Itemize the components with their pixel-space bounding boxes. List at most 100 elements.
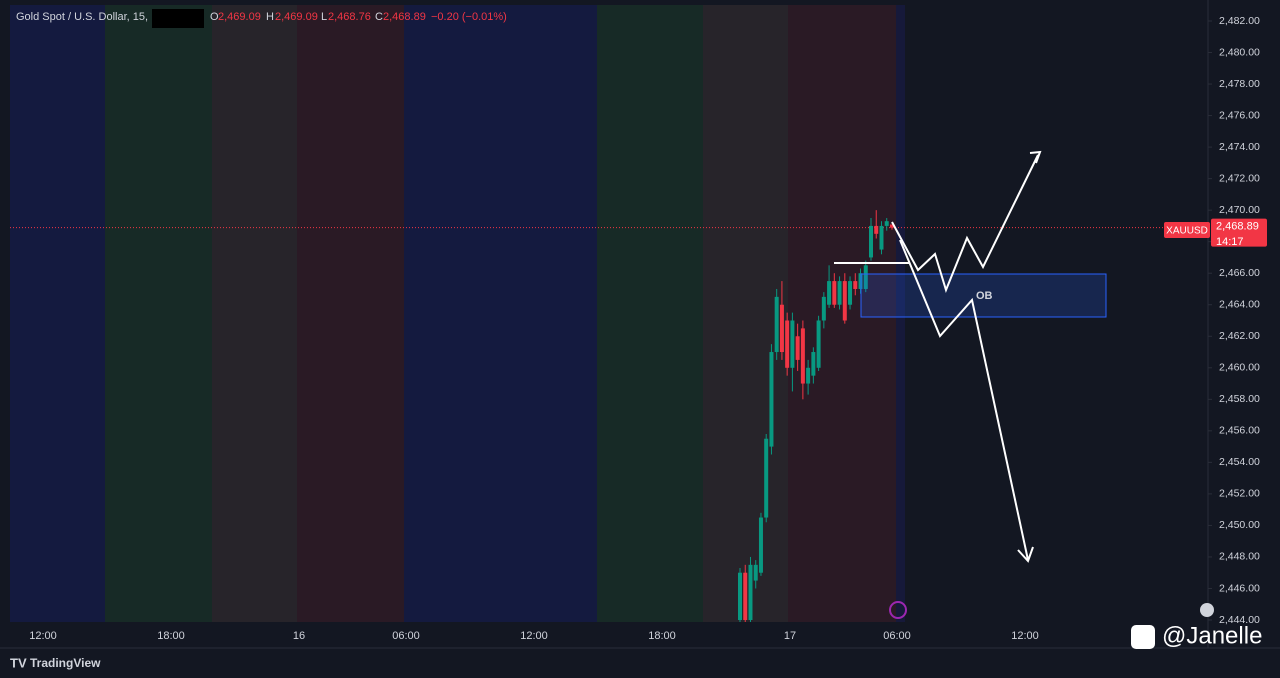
y-tick-label: 2,482.00 — [1219, 15, 1260, 27]
band — [212, 5, 297, 622]
arrow-head — [1017, 546, 1034, 563]
band — [896, 5, 905, 622]
lightning-icon[interactable] — [889, 601, 907, 619]
candle-body — [795, 336, 800, 360]
watermark: @Janelle — [1162, 622, 1262, 649]
band — [10, 5, 105, 622]
x-tick-label: 12:00 — [1011, 630, 1039, 642]
x-tick-label: 06:00 — [392, 630, 420, 642]
candle-body — [848, 281, 853, 305]
candle-body — [879, 225, 884, 250]
band — [297, 5, 404, 622]
tv-logo: TV — [10, 655, 27, 670]
candle-body — [874, 225, 879, 234]
candle-body — [748, 564, 753, 620]
header: Gold Spot / U.S. Dollar, 15, O 2,469.09 … — [16, 9, 507, 28]
candle-body — [827, 281, 832, 305]
y-tick-label: 2,466.00 — [1219, 267, 1260, 279]
open: 2,469.09 — [218, 11, 261, 23]
y-tick-label: 2,480.00 — [1219, 46, 1260, 58]
y-tick-label: 2,456.00 — [1219, 425, 1260, 437]
o-label: O — [210, 11, 219, 23]
footer: TradingView — [30, 656, 101, 670]
candle-body — [785, 320, 790, 368]
x-tick-label: 18:00 — [648, 630, 676, 642]
high: 2,469.09 — [275, 11, 318, 23]
y-tick-label: 2,450.00 — [1219, 519, 1260, 531]
change: −0.20 (−0.01%) — [431, 11, 507, 23]
band — [404, 5, 597, 622]
badge-price: 2,468.89 — [1216, 221, 1259, 233]
y-tick-label: 2,446.00 — [1219, 582, 1260, 594]
fb-icon — [1131, 625, 1155, 649]
candle-body — [811, 352, 816, 376]
symbol-badge — [1164, 222, 1210, 238]
symbol: Gold Spot / U.S. Dollar, 15, — [16, 11, 148, 23]
band — [597, 5, 703, 622]
y-tick-label: 2,464.00 — [1219, 299, 1260, 311]
bull-path — [891, 154, 1039, 293]
candles — [738, 210, 894, 622]
time-axis: 12:00 18:00 16 06:00 12:00 18:00 17 06:00 12:00 — [29, 630, 1039, 642]
y-tick-label: 2,472.00 — [1219, 172, 1260, 184]
y-tick-label: 2,454.00 — [1219, 456, 1260, 468]
candle-body — [779, 304, 784, 353]
candle-body — [869, 225, 873, 258]
low: 2,468.76 — [328, 11, 371, 23]
candle-body — [758, 517, 763, 573]
h-label: H — [266, 11, 274, 23]
candle-body — [842, 281, 847, 321]
candle-body — [853, 281, 858, 289]
band — [105, 5, 212, 622]
projection-arrows — [891, 150, 1042, 563]
candle-body — [790, 320, 795, 368]
arrow-head — [1029, 150, 1042, 164]
ob-box — [860, 273, 1107, 318]
candle-body — [743, 572, 748, 620]
y-tick-label: 2,470.00 — [1219, 204, 1260, 216]
candle-body — [837, 281, 842, 305]
candle-body — [738, 572, 742, 620]
flag-icon[interactable] — [1200, 603, 1214, 617]
y-tick-label: 2,474.00 — [1219, 141, 1260, 153]
badge-symbol: XAUUSD — [1166, 226, 1208, 237]
candle-body — [821, 296, 826, 321]
band — [788, 5, 896, 622]
y-tick-label: 2,476.00 — [1219, 109, 1260, 121]
l-label: L — [321, 11, 327, 23]
candle-body — [884, 221, 889, 226]
price-axis: 2,444.00 2,446.00 2,448.00 2,450.00 2,452.00… — [1208, 15, 1260, 626]
close: 2,468.89 — [383, 11, 426, 23]
x-tick-label: 12:00 — [520, 630, 548, 642]
y-tick-label: 2,448.00 — [1219, 551, 1260, 563]
y-tick-label: 2,460.00 — [1219, 362, 1260, 374]
y-tick-label: 2,452.00 — [1219, 488, 1260, 500]
candle-body — [764, 438, 769, 518]
badge-countdown: 14:17 — [1216, 236, 1244, 248]
candle-body — [774, 296, 779, 353]
candle-body — [889, 224, 894, 228]
y-tick-label: 2,444.00 — [1219, 614, 1260, 626]
x-tick-label: 18:00 — [157, 630, 185, 642]
y-tick-label: 2,458.00 — [1219, 393, 1260, 405]
candle-body — [832, 281, 837, 305]
x-tick-label: 12:00 — [29, 630, 57, 642]
c-label: C — [375, 11, 383, 23]
y-tick-label: 2,478.00 — [1219, 78, 1260, 90]
y-tick-label: 2,462.00 — [1219, 330, 1260, 342]
price-badge — [1211, 218, 1267, 247]
candle-body — [800, 328, 805, 384]
candle-body — [816, 320, 821, 368]
bear-path — [899, 239, 1029, 561]
candle-body — [753, 564, 758, 581]
candle-body — [863, 265, 868, 289]
candle-body — [806, 367, 811, 384]
band — [703, 5, 788, 622]
x-tick-label: 06:00 — [883, 630, 911, 642]
ob-label: OB — [976, 290, 993, 302]
x-tick-label: 16 — [293, 630, 305, 642]
x-tick-label: 17 — [784, 630, 796, 642]
session-bands — [10, 5, 905, 622]
candle-body — [769, 352, 774, 447]
